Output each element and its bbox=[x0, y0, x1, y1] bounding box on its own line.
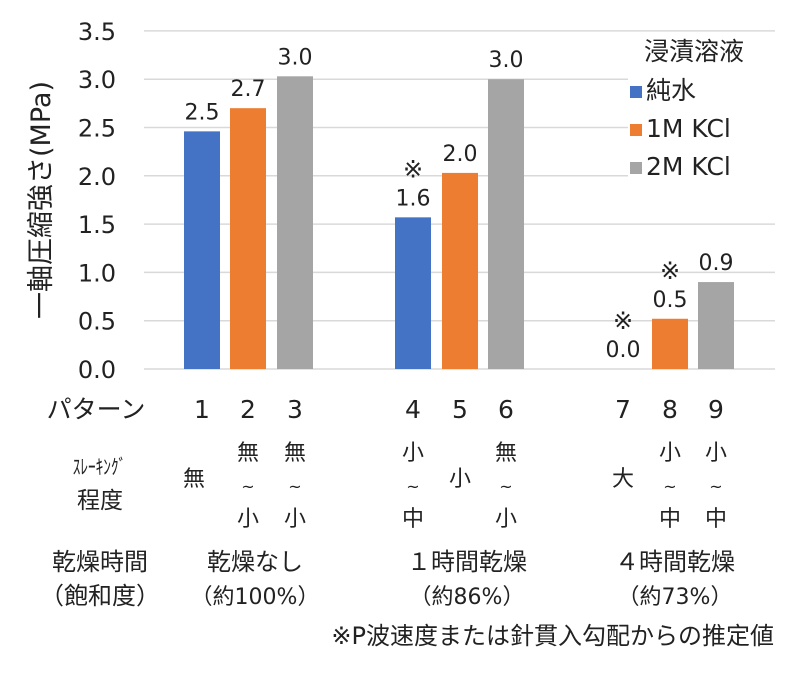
group-saturation-label: （約100%） bbox=[191, 585, 320, 610]
bar-pattern-5 bbox=[442, 172, 478, 369]
data-label: 2.0 bbox=[443, 142, 478, 167]
pattern-number: 5 bbox=[452, 395, 468, 424]
slaking-level: ~ bbox=[241, 477, 254, 496]
bar-pattern-2 bbox=[230, 108, 266, 370]
data-label: 2.5 bbox=[185, 100, 220, 125]
legend-swatch bbox=[630, 86, 642, 98]
pattern-number: 1 bbox=[194, 395, 210, 424]
slaking-level: 無 bbox=[495, 441, 517, 466]
pattern-number: 2 bbox=[240, 395, 256, 424]
slaking-level: 中 bbox=[402, 507, 424, 532]
y-tick-label: 0.5 bbox=[78, 308, 116, 336]
slaking-level: 小 bbox=[705, 441, 727, 466]
data-label: 3.0 bbox=[489, 48, 524, 73]
row-label-pattern: パターン bbox=[47, 395, 146, 424]
data-label: 1.6 bbox=[396, 186, 431, 211]
slaking-level: 小 bbox=[449, 467, 471, 492]
row-label-slaking: 程度 bbox=[77, 488, 123, 514]
legend-swatch bbox=[630, 162, 642, 174]
data-label: 3.0 bbox=[278, 45, 313, 70]
y-tick-label: 3.5 bbox=[78, 18, 116, 46]
slaking-level: ~ bbox=[288, 477, 301, 496]
slaking-level: 無 bbox=[183, 467, 205, 492]
slaking-level: ~ bbox=[709, 477, 722, 496]
y-tick-label: 2.0 bbox=[78, 163, 116, 191]
estimate-mark: ※ bbox=[403, 155, 423, 183]
data-label: 0.0 bbox=[606, 338, 641, 363]
legend-title: 浸漬溶液 bbox=[644, 37, 744, 66]
pattern-number: 7 bbox=[615, 395, 631, 424]
slaking-level: 無 bbox=[284, 441, 306, 466]
group-drying-label: ４時間乾燥 bbox=[615, 548, 735, 576]
bar-pattern-3 bbox=[277, 76, 313, 369]
data-label: 2.7 bbox=[231, 77, 266, 102]
slaking-level: 小 bbox=[284, 507, 306, 532]
group-drying-label: １時間乾燥 bbox=[407, 548, 527, 576]
footnote: ※P波速度または針貫入勾配からの推定値 bbox=[331, 622, 774, 650]
y-axis-label: 一軸圧縮強さ(MPa) bbox=[26, 81, 57, 319]
slaking-level: 中 bbox=[659, 507, 681, 532]
y-tick-label: 2.5 bbox=[78, 115, 116, 143]
row-label-slaking: ｽﾚｰｷﾝｸﾞ bbox=[73, 456, 127, 480]
row-label-drying: （飽和度） bbox=[40, 582, 160, 610]
slaking-level: ~ bbox=[663, 477, 676, 496]
slaking-level: 小 bbox=[495, 507, 517, 532]
pattern-number: 8 bbox=[662, 395, 678, 424]
bar-pattern-4 bbox=[395, 217, 431, 369]
legend-swatch bbox=[630, 124, 642, 136]
slaking-level: 小 bbox=[402, 441, 424, 466]
y-tick-label: 1.0 bbox=[78, 259, 116, 287]
legend-entry: 純水 bbox=[646, 76, 696, 105]
slaking-level: 小 bbox=[659, 441, 681, 466]
slaking-level: 大 bbox=[612, 467, 634, 492]
data-label: 0.5 bbox=[653, 288, 688, 313]
data-label: 0.9 bbox=[699, 251, 734, 276]
slaking-level: ~ bbox=[499, 477, 512, 496]
y-tick-label: 1.5 bbox=[78, 211, 116, 239]
slaking-level: ~ bbox=[406, 477, 419, 496]
legend-entry: 1M KCl bbox=[646, 114, 731, 143]
legend-entry: 2M KCl bbox=[646, 152, 731, 181]
bar-pattern-1 bbox=[184, 131, 220, 369]
pattern-number: 6 bbox=[498, 395, 514, 424]
pattern-number: 4 bbox=[405, 395, 421, 424]
bar-pattern-6 bbox=[488, 79, 524, 369]
slaking-level: 無 bbox=[237, 441, 259, 466]
legend-background bbox=[628, 32, 778, 192]
group-saturation-label: （約86%） bbox=[410, 585, 525, 610]
estimate-mark: ※ bbox=[613, 307, 633, 335]
pattern-number: 3 bbox=[287, 395, 303, 424]
bar-pattern-8 bbox=[652, 318, 688, 369]
group-saturation-label: （約73%） bbox=[618, 585, 733, 610]
y-tick-label: 0.0 bbox=[78, 356, 116, 384]
slaking-level: 小 bbox=[237, 507, 259, 532]
group-drying-label: 乾燥なし bbox=[207, 548, 303, 576]
slaking-level: 中 bbox=[705, 507, 727, 532]
pattern-number: 9 bbox=[708, 395, 724, 424]
row-label-drying: 乾燥時間 bbox=[52, 548, 148, 576]
bar-pattern-9 bbox=[698, 282, 734, 369]
estimate-mark: ※ bbox=[660, 257, 680, 285]
y-tick-label: 3.0 bbox=[78, 66, 116, 94]
